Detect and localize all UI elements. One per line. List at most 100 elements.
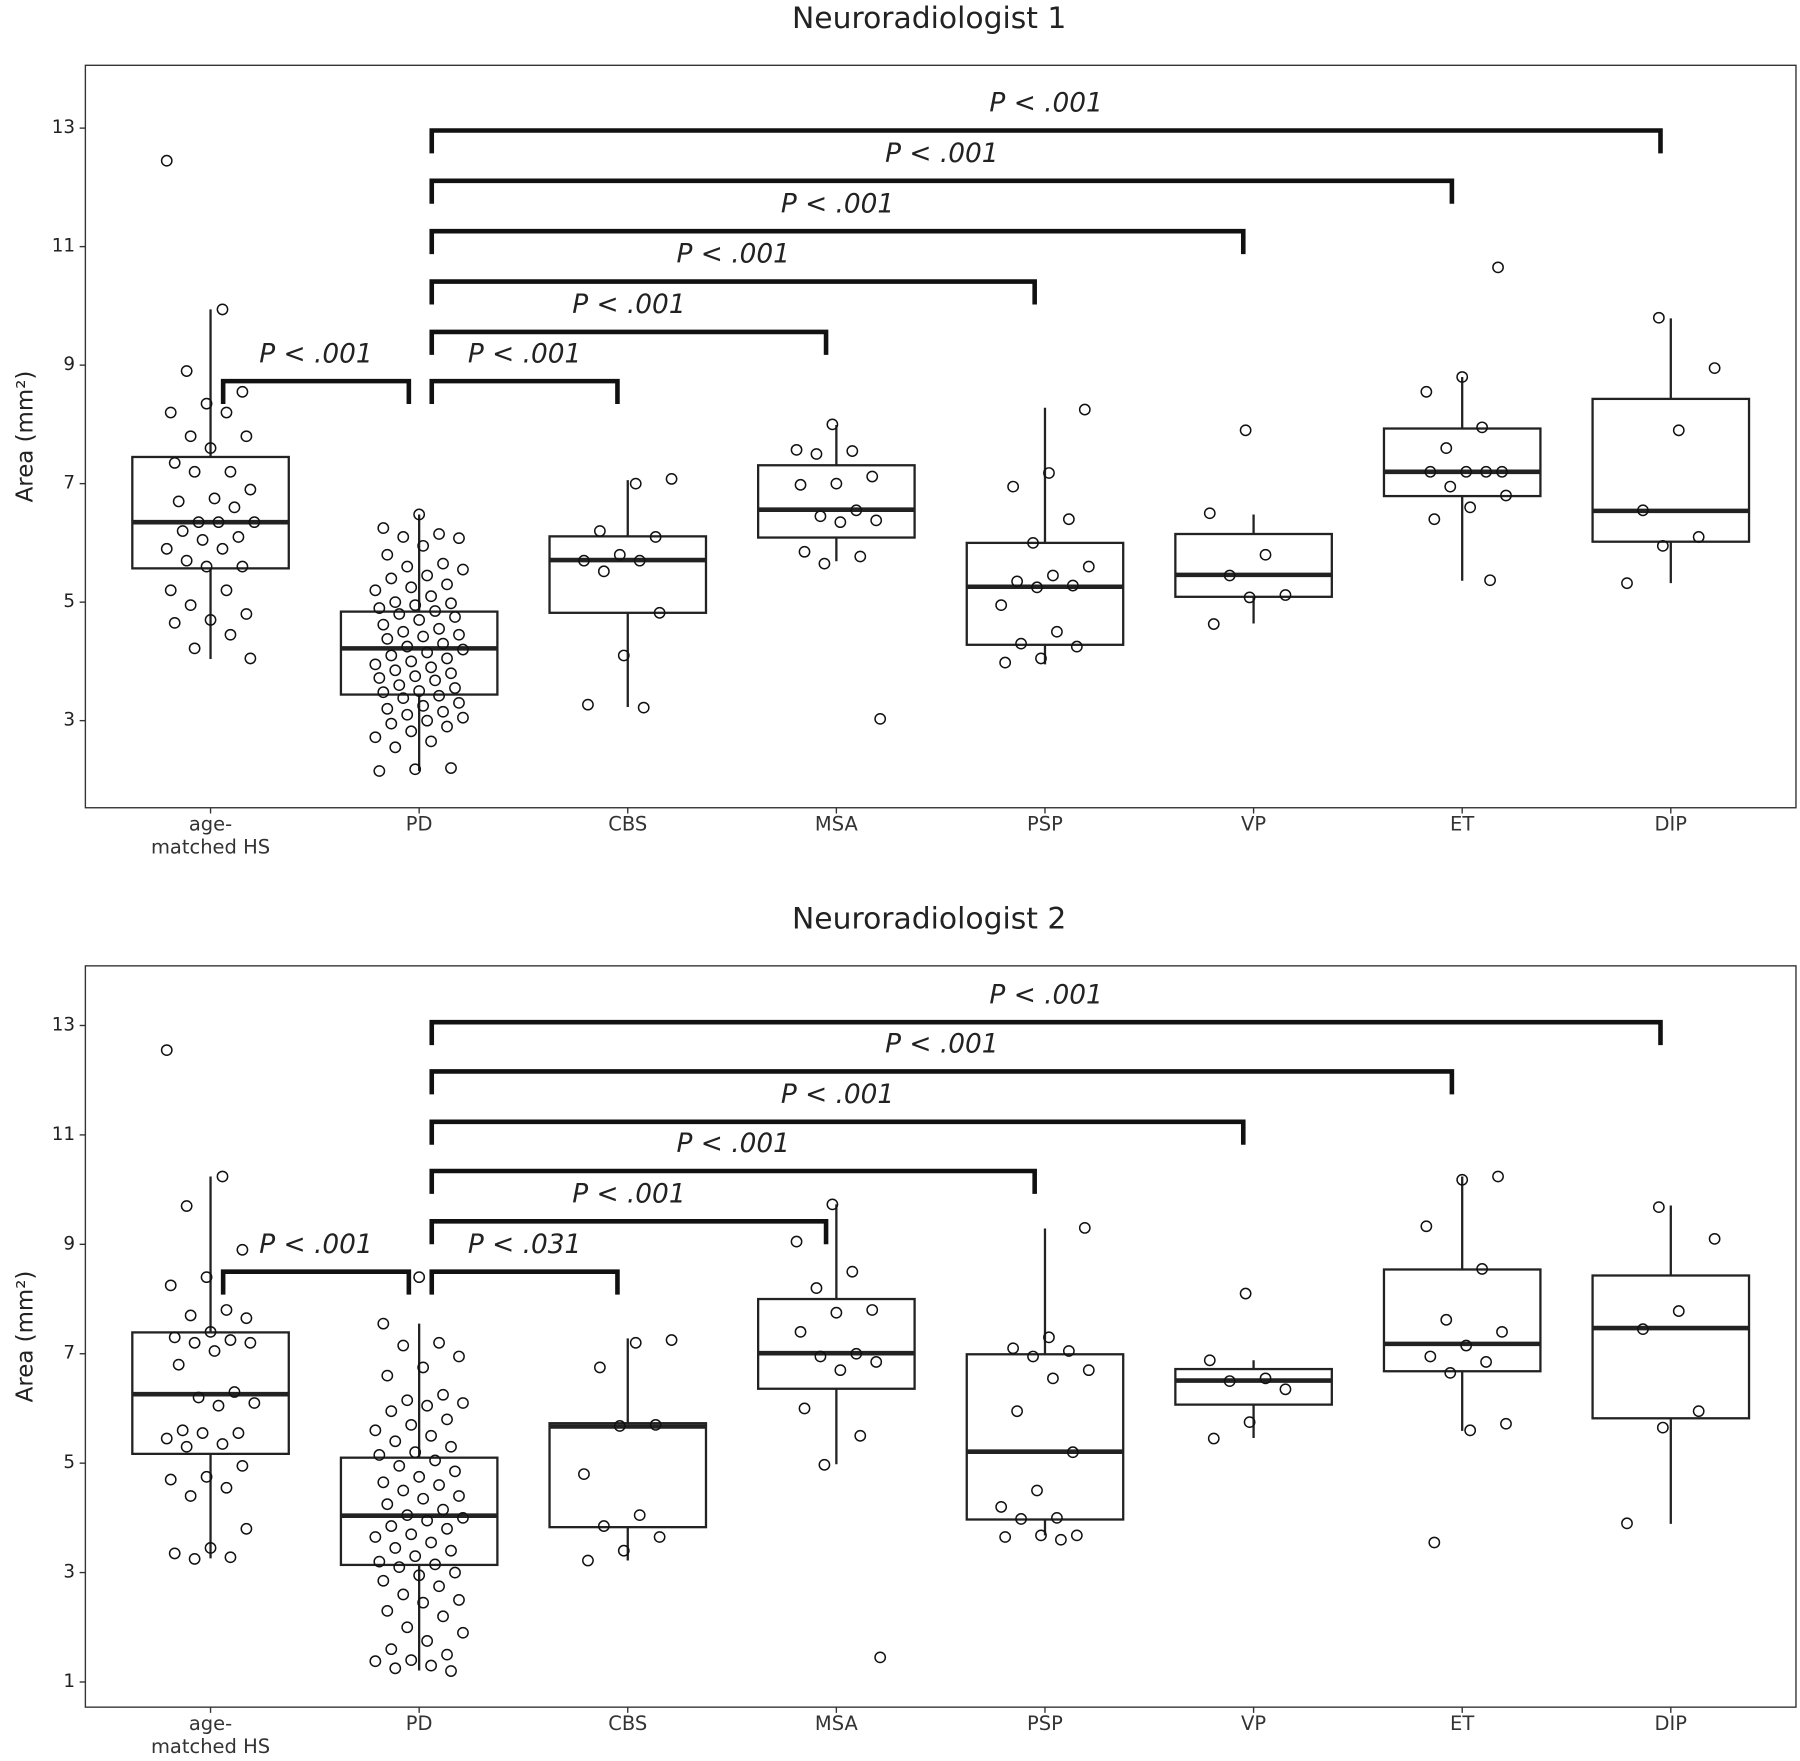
data-point xyxy=(216,1170,229,1183)
data-point xyxy=(196,534,209,546)
significance-bracket xyxy=(220,1269,412,1295)
significance-bracket xyxy=(429,1219,829,1245)
data-point xyxy=(1464,501,1477,514)
chart-title: Neuroradiologist 1 xyxy=(792,1,1066,36)
data-point xyxy=(389,1662,402,1675)
data-point xyxy=(449,1465,461,1478)
data-point xyxy=(200,397,213,410)
data-point xyxy=(798,1402,811,1415)
x-tick-label-box: age-matched HS xyxy=(150,813,271,860)
data-point xyxy=(433,528,445,540)
data-point xyxy=(1239,424,1252,437)
data-point xyxy=(1035,652,1047,665)
data-point xyxy=(180,1200,193,1212)
data-point xyxy=(409,670,422,683)
data-point xyxy=(437,1610,449,1623)
data-point xyxy=(1051,625,1063,638)
data-point xyxy=(413,508,426,521)
data-point xyxy=(1428,1536,1441,1549)
box xyxy=(1591,1274,1751,1420)
p-value-label: P < .001 xyxy=(989,89,1102,119)
data-point xyxy=(433,1336,445,1349)
data-point xyxy=(1692,531,1705,543)
data-point xyxy=(373,765,386,777)
data-point xyxy=(1656,1421,1669,1434)
data-point xyxy=(1027,1350,1039,1363)
data-point xyxy=(224,1334,237,1346)
data-point xyxy=(413,1569,426,1582)
data-point xyxy=(445,762,457,774)
box xyxy=(1382,427,1542,498)
data-point xyxy=(377,1574,390,1587)
box xyxy=(548,535,708,614)
data-point xyxy=(180,1440,193,1453)
data-point xyxy=(633,1509,646,1522)
data-point xyxy=(1007,1342,1020,1355)
data-point xyxy=(236,560,249,573)
data-point xyxy=(421,569,434,582)
data-point xyxy=(369,1424,382,1437)
x-tick-label: age-matched HS xyxy=(150,813,271,860)
data-point xyxy=(617,1544,630,1557)
data-point xyxy=(240,608,253,620)
data-point xyxy=(1055,1533,1067,1546)
x-tick-label: CBS xyxy=(608,1712,648,1736)
data-point xyxy=(1424,1350,1437,1363)
data-point xyxy=(425,1536,438,1549)
data-point xyxy=(176,525,189,537)
data-point xyxy=(1637,504,1649,517)
data-point xyxy=(1492,261,1504,274)
data-point xyxy=(1444,480,1457,493)
data-point xyxy=(1460,465,1473,478)
data-point xyxy=(200,1271,213,1284)
box xyxy=(339,1456,499,1567)
data-point xyxy=(369,1531,382,1543)
data-point xyxy=(393,679,406,691)
data-point xyxy=(441,652,453,665)
p-value-label: P < .001 xyxy=(885,139,998,169)
data-point xyxy=(168,456,181,469)
data-point xyxy=(389,1435,402,1448)
data-point xyxy=(453,628,465,641)
data-point xyxy=(1460,1339,1473,1352)
data-point xyxy=(1207,618,1220,630)
data-point xyxy=(381,702,394,715)
data-point xyxy=(617,649,630,662)
data-point xyxy=(397,625,410,638)
data-point xyxy=(168,1547,181,1560)
data-point xyxy=(1484,574,1496,587)
p-value-label: P < .001 xyxy=(885,1030,998,1060)
data-point xyxy=(176,1424,189,1437)
data-point xyxy=(1066,579,1079,592)
data-point xyxy=(220,584,233,597)
x-tick-label: VP xyxy=(1241,813,1267,837)
data-point xyxy=(814,510,827,523)
data-point xyxy=(381,1498,394,1511)
data-point xyxy=(377,618,390,631)
data-point xyxy=(433,622,445,635)
data-point xyxy=(1047,569,1059,582)
data-point xyxy=(425,661,438,674)
data-point xyxy=(457,711,469,724)
p-value-label: P < .001 xyxy=(677,1129,790,1159)
y-tick-label: 11 xyxy=(52,1124,75,1145)
data-point xyxy=(633,554,646,567)
data-point xyxy=(593,1361,606,1374)
significance-bracket xyxy=(429,1069,1455,1095)
data-point xyxy=(870,514,883,527)
data-point xyxy=(1070,640,1083,653)
data-point xyxy=(216,542,229,555)
data-point xyxy=(1279,589,1292,601)
data-point xyxy=(445,1665,457,1677)
x-tick-label: ET xyxy=(1450,813,1475,837)
data-point xyxy=(826,418,839,431)
data-point xyxy=(160,154,173,167)
data-point xyxy=(369,1655,382,1668)
data-point xyxy=(834,1364,847,1377)
data-point xyxy=(854,1429,867,1442)
data-point xyxy=(649,531,662,543)
data-point xyxy=(200,1470,213,1483)
data-point xyxy=(850,1347,863,1360)
data-point xyxy=(180,365,193,377)
